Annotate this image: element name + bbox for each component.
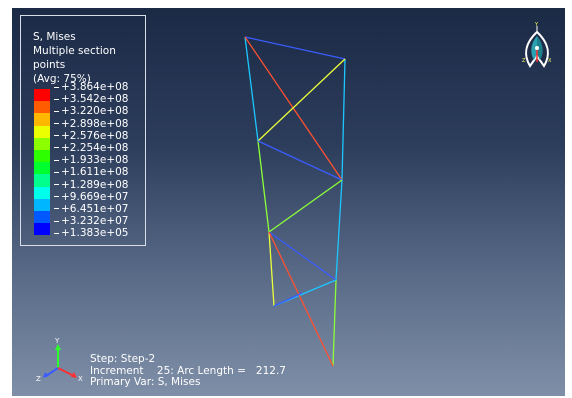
legend-swatch [34, 137, 50, 150]
legend-title-variable: S, Mises [33, 31, 76, 43]
truss-member [268, 179, 343, 233]
legend-swatch [34, 174, 50, 187]
step-info: Step: Step-2 Increment 25: Arc Length = … [90, 353, 286, 389]
legend-value-label: +1.289e+08 [54, 179, 128, 191]
truss-member [332, 279, 337, 367]
increment-line: Increment 25: Arc Length = 212.7 [90, 364, 286, 377]
legend-value-label: +2.254e+08 [54, 142, 128, 154]
triad-x-label: X [78, 375, 83, 383]
truss-member [341, 58, 346, 181]
legend-value-label: +3.864e+08 [54, 81, 128, 93]
triad-z-label: Z [36, 375, 41, 383]
legend-swatch [34, 198, 50, 211]
increment-label: Increment [90, 364, 144, 377]
truss-member [335, 179, 343, 281]
arc-length-label: Arc Length = [177, 364, 246, 377]
legend-value-label: +2.898e+08 [54, 118, 128, 130]
viewport[interactable]: S, Mises Multiple section points (Avg: 7… [12, 8, 565, 396]
legend-swatch [34, 113, 50, 126]
legend-value-label: +3.542e+08 [54, 93, 128, 105]
legend-value-labels: +3.864e+08 +3.542e+08 +3.220e+08 +2.898e+08… [54, 81, 128, 239]
legend-swatch [34, 89, 50, 102]
legend-value-label: +3.232e+07 [54, 215, 128, 227]
increment-value: 25 [156, 364, 171, 377]
truss-member [244, 36, 259, 142]
contour-legend: S, Mises Multiple section points (Avg: 7… [20, 15, 146, 246]
legend-value-label: +1.933e+08 [54, 154, 128, 166]
legend-value-label: +1.383e+05 [54, 227, 128, 239]
truss-model[interactable] [12, 8, 565, 396]
truss-member [244, 36, 346, 60]
legend-color-bar [34, 89, 50, 236]
legend-value-label: +2.576e+08 [54, 130, 128, 142]
compass-x-label: X [548, 58, 552, 64]
compass-y-label: Y [534, 22, 539, 28]
truss-member [268, 231, 275, 307]
triad-y-label: Y [54, 338, 60, 345]
legend-swatch [34, 125, 50, 138]
legend-title-averaging: (Avg: 75%) [33, 73, 91, 85]
legend-value-label: +6.451e+07 [54, 203, 128, 215]
legend-title: S, Mises Multiple section points (Avg: 7… [33, 30, 145, 86]
legend-swatch [34, 223, 50, 236]
legend-title-section: Multiple section points [33, 45, 116, 71]
axis-triad-icon: Y X Z [36, 338, 83, 383]
legend-swatch [34, 162, 50, 175]
arc-length-value: 212.7 [255, 364, 286, 377]
truss-member [244, 36, 343, 181]
legend-swatch [34, 101, 50, 114]
truss-member [257, 140, 270, 233]
truss-member [273, 292, 303, 307]
legend-swatch [34, 149, 50, 163]
legend-value-label: +9.669e+07 [54, 191, 128, 203]
step-label: Step: Step-2 [90, 353, 156, 365]
legend-swatch [34, 186, 50, 199]
view-compass-icon[interactable]: Y X Z [520, 22, 554, 74]
truss-member [257, 140, 343, 181]
truss-member [257, 58, 346, 142]
compass-z-label: Z [522, 58, 526, 64]
truss-member [268, 231, 337, 281]
legend-value-label: +3.220e+08 [54, 105, 128, 117]
truss-member [268, 231, 334, 367]
legend-value-label: +1.611e+08 [54, 166, 128, 178]
legend-swatch [34, 210, 50, 224]
primary-var-label: Primary Var: S, Mises [90, 376, 201, 388]
